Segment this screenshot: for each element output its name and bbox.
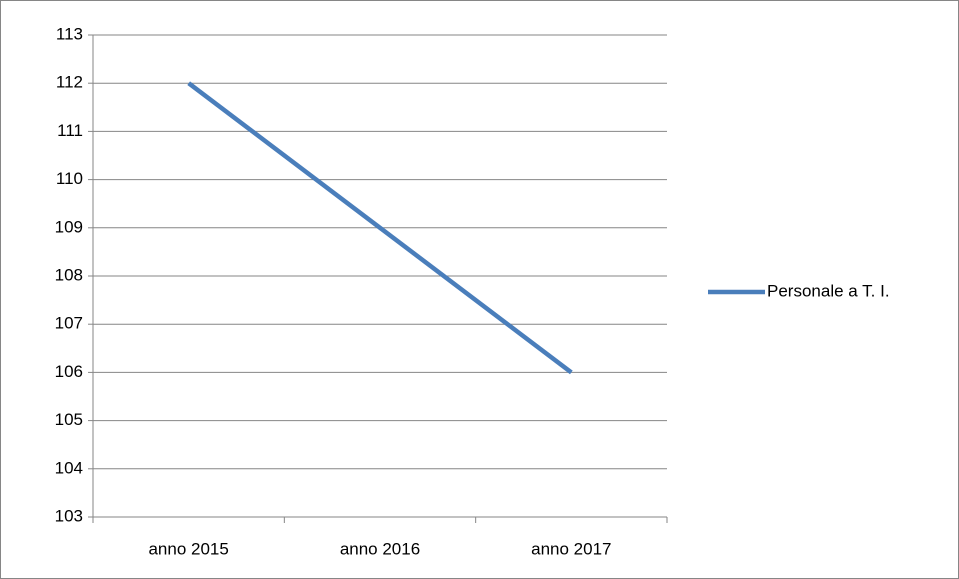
- y-tick-label: 107: [55, 314, 83, 333]
- y-tick-label: 110: [56, 169, 83, 188]
- y-tick-label: 109: [55, 217, 83, 236]
- line-series: [187, 81, 573, 375]
- y-tick-label: 105: [55, 410, 83, 429]
- y-tick-label: 103: [55, 506, 83, 525]
- y-tick-label: 106: [55, 362, 83, 381]
- y-tick-label: 108: [55, 265, 83, 284]
- y-tick-label: 112: [56, 73, 83, 92]
- legend-label: Personale a T. I.: [767, 281, 890, 300]
- x-tick-label: anno 2017: [531, 539, 611, 558]
- y-tick-label: 113: [56, 24, 83, 43]
- x-tick-label: anno 2016: [340, 539, 420, 558]
- y-tick-label: 104: [55, 458, 83, 477]
- y-tick-label: 111: [57, 121, 83, 140]
- x-tick-label: anno 2015: [148, 539, 228, 558]
